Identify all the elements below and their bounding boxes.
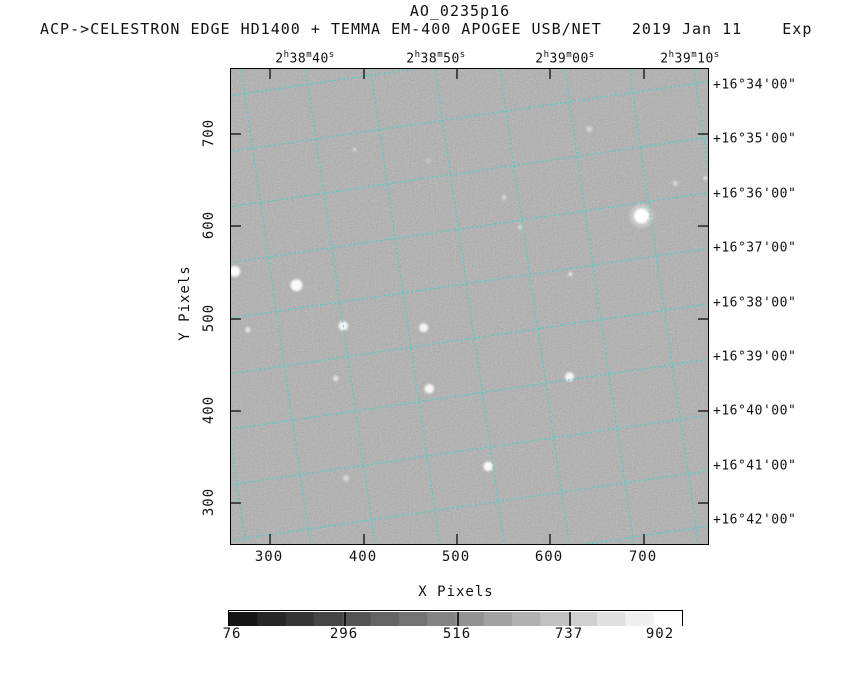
colorbar-step	[313, 612, 343, 626]
dec-tick-label: +16°36'00"	[713, 186, 797, 202]
stars-layer	[229, 126, 707, 482]
star	[565, 372, 575, 382]
colorbar-step	[427, 612, 456, 626]
dec-tick-label: +16°34'00"	[713, 77, 797, 93]
colorbar-step	[370, 612, 400, 626]
colorbar-value-label: 902	[645, 626, 675, 642]
colorbar-value-label: 296	[329, 626, 359, 642]
colorbar-step	[342, 612, 372, 626]
plot-title: AO_0235p16	[409, 2, 511, 20]
y-tick-label: 300	[201, 487, 217, 517]
colorbar-value-label: 76	[222, 626, 242, 642]
x-tick-label: 400	[348, 549, 378, 565]
x-tick-label: 500	[441, 549, 471, 565]
colorbar-step	[285, 612, 315, 626]
star	[586, 126, 593, 133]
ra-tick-label: 2h39m00s	[535, 50, 595, 67]
dec-tick-label: +16°38'00"	[713, 295, 797, 311]
y-tick-label: 400	[201, 395, 217, 425]
star	[425, 157, 432, 164]
ra-tick-label: 2h38m50s	[406, 50, 466, 67]
dec-tick-label: +16°42'00"	[713, 512, 797, 528]
x-axis-title: X Pixels	[418, 584, 494, 600]
star	[703, 176, 707, 180]
colorbar-step	[455, 612, 485, 626]
dec-tick-label: +16°37'00"	[713, 240, 797, 256]
star	[342, 475, 350, 482]
star	[352, 147, 356, 151]
y-tick-label: 700	[201, 118, 217, 148]
y-tick-label: 600	[201, 210, 217, 240]
ra-tick-label: 2h39m10s	[660, 50, 720, 67]
star	[332, 375, 339, 382]
x-tick-label: 700	[628, 549, 658, 565]
colorbar-step	[625, 612, 655, 626]
colorbar-step	[229, 612, 258, 626]
colorbar-step	[483, 612, 513, 626]
star	[245, 326, 251, 333]
dec-tick-label: +16°35'00"	[713, 131, 797, 147]
image-frame	[37, 0, 850, 680]
y-tick-label: 500	[201, 303, 217, 333]
plot-subtitle: ACP->CELESTRON EDGE HD1400 + TEMMA EM-40…	[40, 20, 813, 38]
star	[517, 224, 523, 230]
colorbar-step	[597, 612, 626, 626]
dec-tick-label: +16°40'00"	[713, 403, 797, 419]
colorbar-step	[398, 612, 428, 626]
star-field-image	[37, 0, 850, 680]
x-tick-label: 300	[254, 549, 284, 565]
star	[634, 208, 650, 224]
star	[501, 194, 507, 201]
colorbar-step	[257, 612, 287, 626]
colorbar	[228, 610, 683, 626]
star	[424, 383, 435, 394]
colorbar-step	[540, 612, 570, 626]
colorbar-gradient-steps	[229, 612, 683, 626]
colorbar-step	[512, 612, 541, 626]
x-tick-label: 600	[534, 549, 564, 565]
star	[229, 265, 241, 277]
dec-tick-label: +16°41'00"	[713, 458, 797, 474]
y-axis-title: Y Pixels	[177, 265, 193, 341]
star	[483, 461, 494, 472]
star	[290, 279, 303, 292]
colorbar-value-label: 737	[554, 626, 584, 642]
colorbar-step	[568, 612, 598, 626]
axis-ticks	[231, 69, 708, 544]
colorbar-value-label: 516	[442, 626, 472, 642]
colorbar-step	[653, 612, 683, 626]
ccd-noise-texture	[231, 69, 708, 544]
dec-tick-label: +16°39'00"	[713, 349, 797, 365]
star	[672, 180, 679, 187]
star	[419, 323, 429, 333]
star	[568, 272, 573, 276]
colorbar-ticks	[344, 612, 571, 626]
ra-tick-label: 2h38m40s	[275, 50, 335, 67]
